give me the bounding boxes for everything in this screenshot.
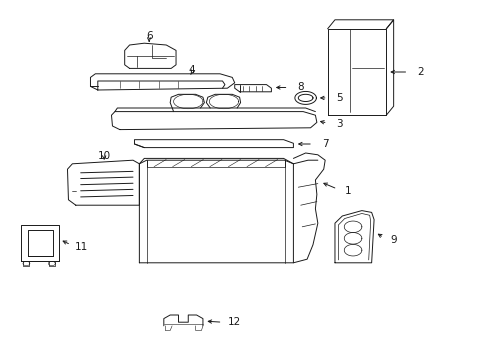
Text: 8: 8 <box>297 82 304 93</box>
Text: 4: 4 <box>188 65 195 75</box>
Text: 7: 7 <box>321 139 328 149</box>
Text: 6: 6 <box>145 31 152 41</box>
Text: 12: 12 <box>227 318 241 328</box>
Text: 5: 5 <box>336 93 343 103</box>
Text: 11: 11 <box>74 242 87 252</box>
Text: 9: 9 <box>389 235 396 245</box>
Text: 3: 3 <box>335 119 342 129</box>
Text: 1: 1 <box>344 186 350 196</box>
Text: 10: 10 <box>98 150 110 161</box>
Text: 2: 2 <box>416 67 423 77</box>
